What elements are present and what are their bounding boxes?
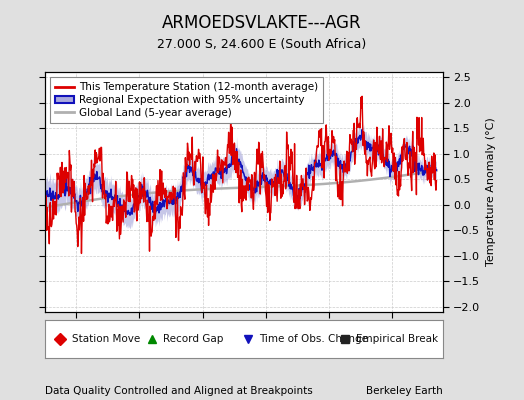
Text: ARMOEDSVLAKTE---AGR: ARMOEDSVLAKTE---AGR (162, 14, 362, 32)
Text: Berkeley Earth: Berkeley Earth (366, 386, 443, 396)
Text: Time of Obs. Change: Time of Obs. Change (259, 334, 368, 344)
Text: Empirical Break: Empirical Break (356, 334, 439, 344)
Legend: This Temperature Station (12-month average), Regional Expectation with 95% uncer: This Temperature Station (12-month avera… (50, 77, 323, 123)
Y-axis label: Temperature Anomaly (°C): Temperature Anomaly (°C) (486, 118, 496, 266)
Text: Record Gap: Record Gap (163, 334, 224, 344)
Text: Data Quality Controlled and Aligned at Breakpoints: Data Quality Controlled and Aligned at B… (45, 386, 312, 396)
Text: 27.000 S, 24.600 E (South Africa): 27.000 S, 24.600 E (South Africa) (157, 38, 367, 51)
Text: Station Move: Station Move (72, 334, 140, 344)
